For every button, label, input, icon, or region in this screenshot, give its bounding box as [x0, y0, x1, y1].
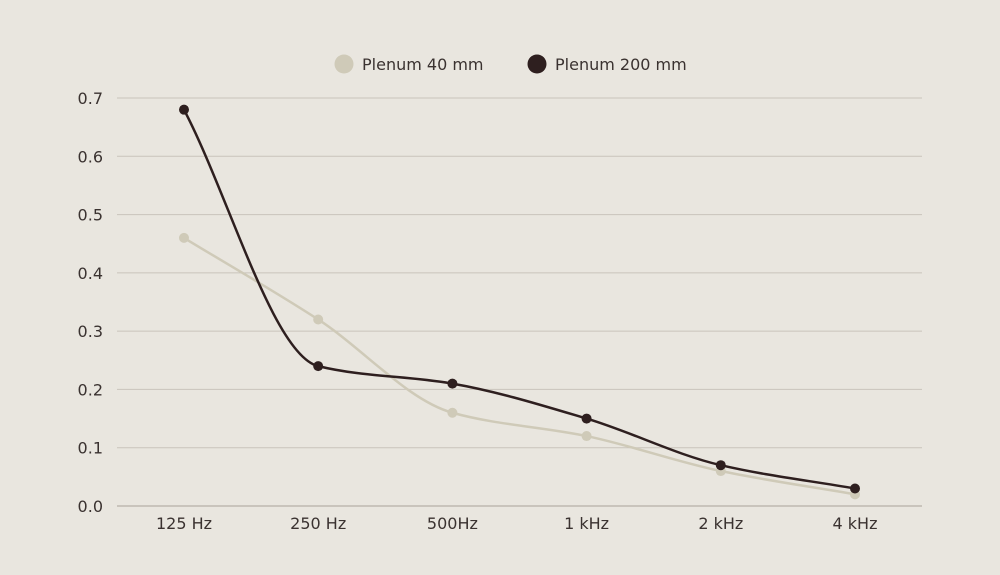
legend-marker: [334, 54, 354, 74]
x-tick-label: 1 kHz: [564, 514, 609, 533]
x-tick-label: 2 kHz: [698, 514, 743, 533]
y-tick-label: 0.0: [78, 497, 103, 516]
data-point: [313, 361, 324, 372]
series-2: [179, 104, 860, 494]
data-point: [313, 314, 324, 325]
y-tick-label: 0.3: [78, 322, 103, 341]
y-tick-label: 0.4: [78, 264, 103, 283]
legend-item[interactable]: Plenum 40 mm: [334, 54, 484, 75]
x-tick-label: 4 kHz: [833, 514, 878, 533]
y-tick-label: 0.6: [78, 147, 103, 166]
x-tick-label: 125 Hz: [156, 514, 212, 533]
data-point: [447, 407, 458, 418]
series-1: [179, 232, 860, 500]
y-tick-label: 0.1: [78, 439, 103, 458]
legend: Plenum 40 mm Plenum 200 mm: [334, 54, 687, 75]
legend-label: Plenum 200 mm: [555, 55, 687, 74]
legend-label: Plenum 40 mm: [362, 55, 484, 74]
series-group: [179, 104, 860, 500]
data-point: [715, 460, 726, 471]
y-axis-ticks: 0.0 0.1 0.2 0.3 0.4 0.5 0.6 0.7: [78, 89, 103, 516]
x-tick-label: 250 Hz: [290, 514, 346, 533]
x-tick-label: 500Hz: [427, 514, 478, 533]
y-tick-label: 0.2: [78, 380, 103, 399]
y-tick-label: 0.5: [78, 206, 103, 225]
data-point: [447, 378, 458, 389]
x-axis-ticks: 125 Hz 250 Hz 500Hz 1 kHz 2 kHz 4 kHz: [156, 514, 878, 533]
data-point: [850, 483, 860, 494]
data-point: [581, 413, 592, 424]
legend-marker: [527, 54, 547, 74]
data-point: [581, 431, 592, 442]
legend-item[interactable]: Plenum 200 mm: [527, 54, 687, 75]
series-line: [183, 236, 856, 496]
data-point: [179, 104, 189, 115]
data-point: [179, 232, 189, 243]
y-tick-label: 0.7: [78, 89, 103, 108]
grid: [117, 97, 922, 507]
